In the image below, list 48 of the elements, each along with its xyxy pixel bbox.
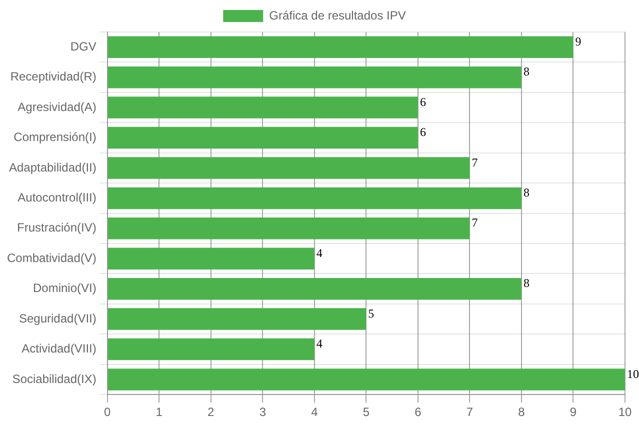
bar <box>108 278 522 300</box>
bar <box>108 218 470 240</box>
x-tick-label: 0 <box>104 405 112 420</box>
x-tick-label: 6 <box>414 405 422 420</box>
y-tick-label: Dominio(VI) <box>33 281 96 296</box>
data-label: 4 <box>316 336 322 351</box>
bar <box>108 66 522 88</box>
data-label: 6 <box>420 94 426 109</box>
y-tick-label: Sociabilidad(IX) <box>12 372 96 386</box>
legend-label: Gráfica de resultados IPV <box>269 8 406 22</box>
data-label: 9 <box>575 34 582 48</box>
x-tick-label: 1 <box>156 405 163 420</box>
x-tick-label: 2 <box>208 405 215 420</box>
bar <box>108 338 314 360</box>
x-tick-label: 4 <box>311 405 318 420</box>
y-tick-label: Actividad(VIII) <box>22 342 96 356</box>
data-label: 10 <box>627 366 639 381</box>
data-label: 6 <box>420 125 426 140</box>
data-label: 7 <box>472 216 478 230</box>
bar <box>108 248 314 270</box>
y-tick-label: Agresividad(A) <box>18 100 96 114</box>
data-label: 7 <box>472 155 478 170</box>
y-tick-label: Combatividad(V) <box>6 250 96 265</box>
x-tick-label: 10 <box>618 405 632 420</box>
bar <box>108 157 470 179</box>
data-label: 4 <box>316 246 322 260</box>
y-tick-label: Frustración(IV) <box>17 220 96 235</box>
y-tick-label: DGV <box>70 39 96 54</box>
x-tick-label: 5 <box>362 405 370 420</box>
bar <box>108 308 366 330</box>
y-tick-label: Seguridad(VII) <box>18 311 96 326</box>
y-tick-label: Adaptabilidad(II) <box>8 160 96 174</box>
x-tick-label: 9 <box>570 405 577 420</box>
data-label: 8 <box>523 64 530 79</box>
x-tick-label: 8 <box>518 405 526 420</box>
y-tick-label: Autocontrol(III) <box>18 190 96 205</box>
x-tick-label: 7 <box>466 405 474 420</box>
data-label: 8 <box>523 185 530 200</box>
bar <box>108 368 625 390</box>
bar <box>108 126 418 149</box>
y-tick-label: Receptividad(R) <box>10 70 96 84</box>
bar <box>108 96 418 118</box>
bar <box>108 187 522 210</box>
y-tick-label: Comprensión(I) <box>14 130 96 144</box>
data-label: 8 <box>523 276 530 290</box>
x-tick-label: 3 <box>259 405 266 420</box>
data-label: 5 <box>368 306 374 320</box>
bar <box>108 36 574 58</box>
